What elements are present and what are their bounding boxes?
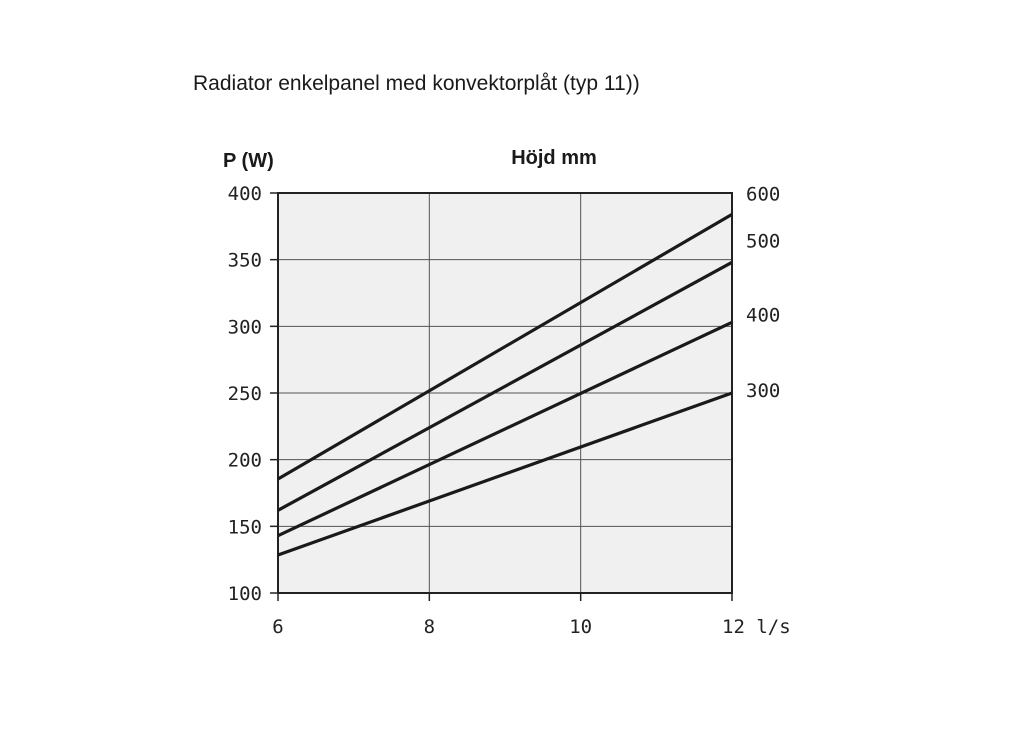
legend-title: Höjd mm bbox=[511, 147, 597, 169]
data-line bbox=[277, 212, 733, 481]
series-label: 400 bbox=[746, 304, 780, 326]
y-tick-label: 400 bbox=[228, 183, 262, 205]
series-label: 600 bbox=[746, 183, 780, 205]
y-tick-label: 250 bbox=[228, 383, 262, 405]
data-line bbox=[277, 320, 733, 538]
y-axis-label: P (W) bbox=[223, 150, 274, 172]
x-tick-label: 6 bbox=[272, 616, 283, 638]
y-tick-label: 100 bbox=[228, 583, 262, 605]
series-label: 300 bbox=[746, 380, 780, 402]
data-line bbox=[277, 391, 733, 557]
series-label: 500 bbox=[746, 230, 780, 252]
x-tick-label: 10 bbox=[569, 616, 592, 638]
y-tick-label: 200 bbox=[228, 450, 262, 472]
y-tick-label: 300 bbox=[228, 316, 262, 338]
y-tick-label: 350 bbox=[228, 250, 262, 272]
x-tick-label: 12 l/s bbox=[722, 616, 791, 638]
y-tick-label: 150 bbox=[228, 516, 262, 538]
x-tick-label: 8 bbox=[424, 616, 435, 638]
chart-title: Radiator enkelpanel med konvektorplåt (t… bbox=[193, 72, 640, 95]
data-line bbox=[277, 260, 733, 512]
